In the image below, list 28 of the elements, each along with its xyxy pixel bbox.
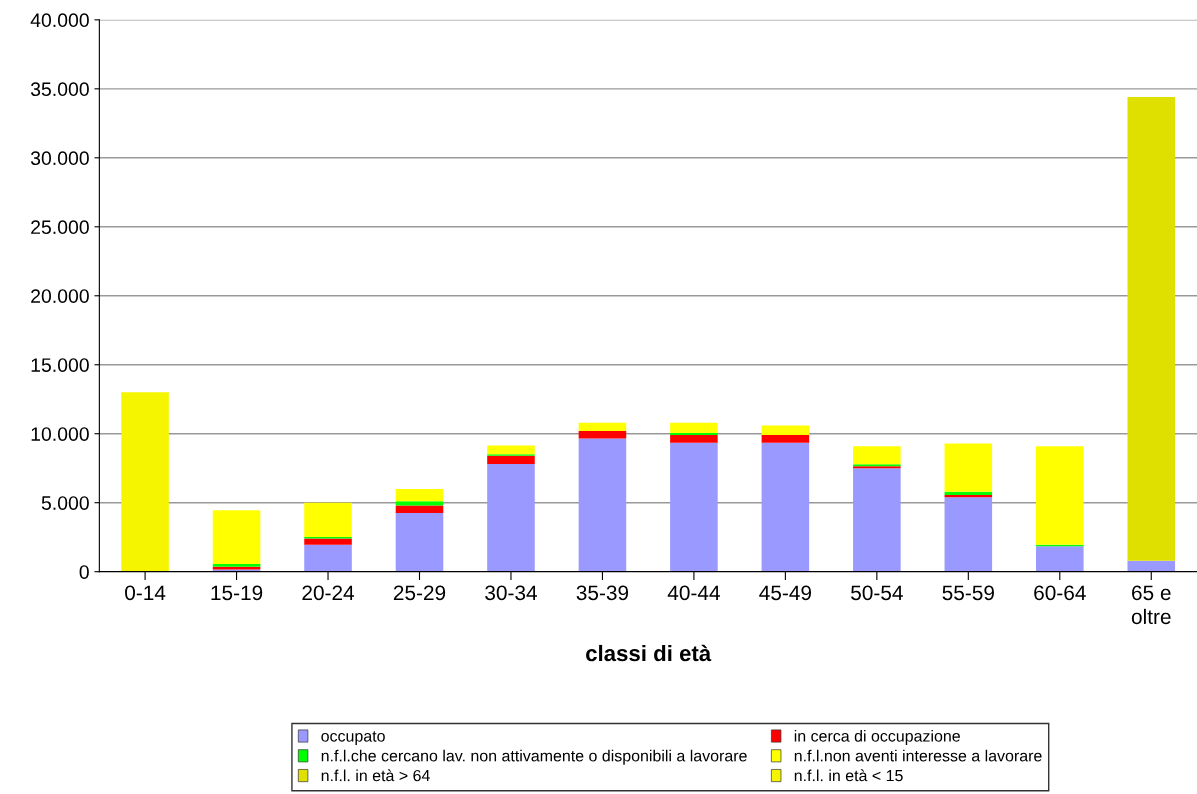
- x-tick-label: 65 e oltre: [1131, 585, 1171, 625]
- legend-label: n.f.l.che cercano lav. non attivamente o disponibili a lavorare: [321, 749, 747, 765]
- x-tick-label: 20-24: [302, 585, 355, 601]
- y-tick-label: 0: [79, 565, 89, 579]
- x-tick-label: 15-19: [211, 585, 263, 601]
- x-tick-label: 35-39: [576, 585, 629, 601]
- y-tick-label: 5.000: [41, 496, 89, 510]
- x-tick-label: 55-59: [942, 585, 994, 601]
- x-tick-label: 30-34: [485, 585, 537, 601]
- x-tick-label: 60-64: [1034, 585, 1086, 601]
- y-tick-label: 40.000: [30, 13, 89, 28]
- y-tick-label: 10.000: [31, 427, 89, 441]
- legend-label: in cerca di occupazione: [794, 730, 960, 745]
- x-tick-label: 50-54: [851, 585, 903, 601]
- y-tick-label: 25.000: [31, 220, 89, 235]
- y-tick-label: 20.000: [31, 289, 89, 303]
- y-tick-label: 35.000: [30, 82, 89, 97]
- legend-label: n.f.l. in età < 15: [794, 769, 903, 782]
- legend-label: n.f.l. in età > 64: [321, 769, 430, 782]
- y-tick-label: 30.000: [30, 151, 89, 166]
- y-tick-label: 15.000: [31, 358, 89, 372]
- legend-label: n.f.l.non aventi interesse a lavorare: [794, 749, 1042, 762]
- x-tick-label: 0-14: [125, 585, 166, 601]
- x-axis-title: classi di età: [586, 644, 712, 662]
- x-tick-label: 45-49: [759, 585, 812, 601]
- x-tick-label: 40-44: [667, 585, 720, 601]
- x-tick-label: 25-29: [393, 585, 446, 601]
- legend-label: occupato: [321, 731, 385, 745]
